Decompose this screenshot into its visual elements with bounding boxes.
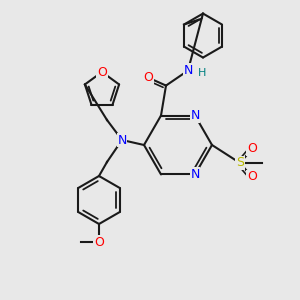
Text: N: N — [117, 134, 127, 146]
Text: N: N — [190, 109, 200, 122]
Text: O: O — [97, 65, 107, 79]
Text: O: O — [143, 71, 153, 84]
Text: N: N — [190, 168, 200, 181]
Text: H: H — [198, 68, 206, 78]
Text: O: O — [247, 170, 257, 184]
Text: N: N — [183, 64, 193, 77]
Text: O: O — [94, 236, 104, 248]
Text: O: O — [247, 142, 257, 155]
Text: S: S — [236, 157, 244, 169]
